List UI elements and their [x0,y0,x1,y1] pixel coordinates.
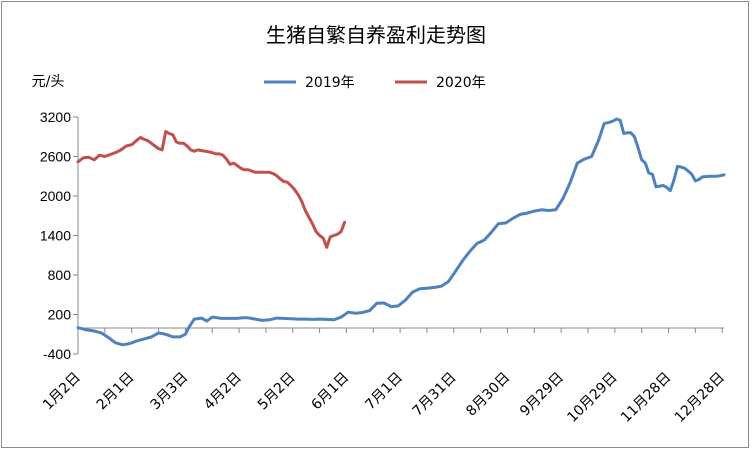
legend-label-2020: 2020年 [436,75,486,91]
x-tick-label: 2月1日 [94,370,138,414]
x-tick-label: 6月1日 [309,370,353,414]
y-tick-label: 1400 [40,228,71,244]
y-tick-label: -400 [43,346,71,362]
x-tick-label: 5月2日 [255,370,299,414]
x-tick-label: 10月29日 [564,370,620,426]
x-tick-label: 1月2日 [40,370,84,414]
chart-title: 生猪自繁自养盈利走势图 [266,23,486,47]
x-tick-label: 7月31日 [410,370,460,420]
series-line-2020年 [76,130,347,249]
series-layer [76,117,726,347]
series-line-2019年 [76,117,726,347]
x-axis-ticks: 1月2日 2月1日 3月3日 4月2日 5月2日 6月1日 7月1日 7月31日 8月30日 9月… [40,328,728,426]
y-axis-ticks: -400 200 800 1400 2000 2600 3200 [40,109,78,362]
y-tick-label: 200 [48,307,72,323]
x-tick-label: 12月28日 [672,370,728,426]
x-tick-label: 11月28日 [618,370,674,426]
x-tick-label: 9月29日 [517,370,567,420]
y-tick-label: 2600 [40,149,71,165]
legend-label-2019: 2019年 [305,75,355,91]
x-tick-label: 7月1日 [362,370,406,414]
x-tick-label: 3月3日 [147,370,191,414]
y-tick-label: 3200 [40,109,71,125]
y-tick-label: 800 [48,267,72,283]
y-tick-label: 2000 [40,188,71,204]
y-axis-unit-label: 元/头 [32,74,65,90]
x-tick-label: 8月30日 [463,370,513,420]
legend: 2019年 2020年 [264,75,486,91]
x-tick-label: 4月2日 [201,370,245,414]
